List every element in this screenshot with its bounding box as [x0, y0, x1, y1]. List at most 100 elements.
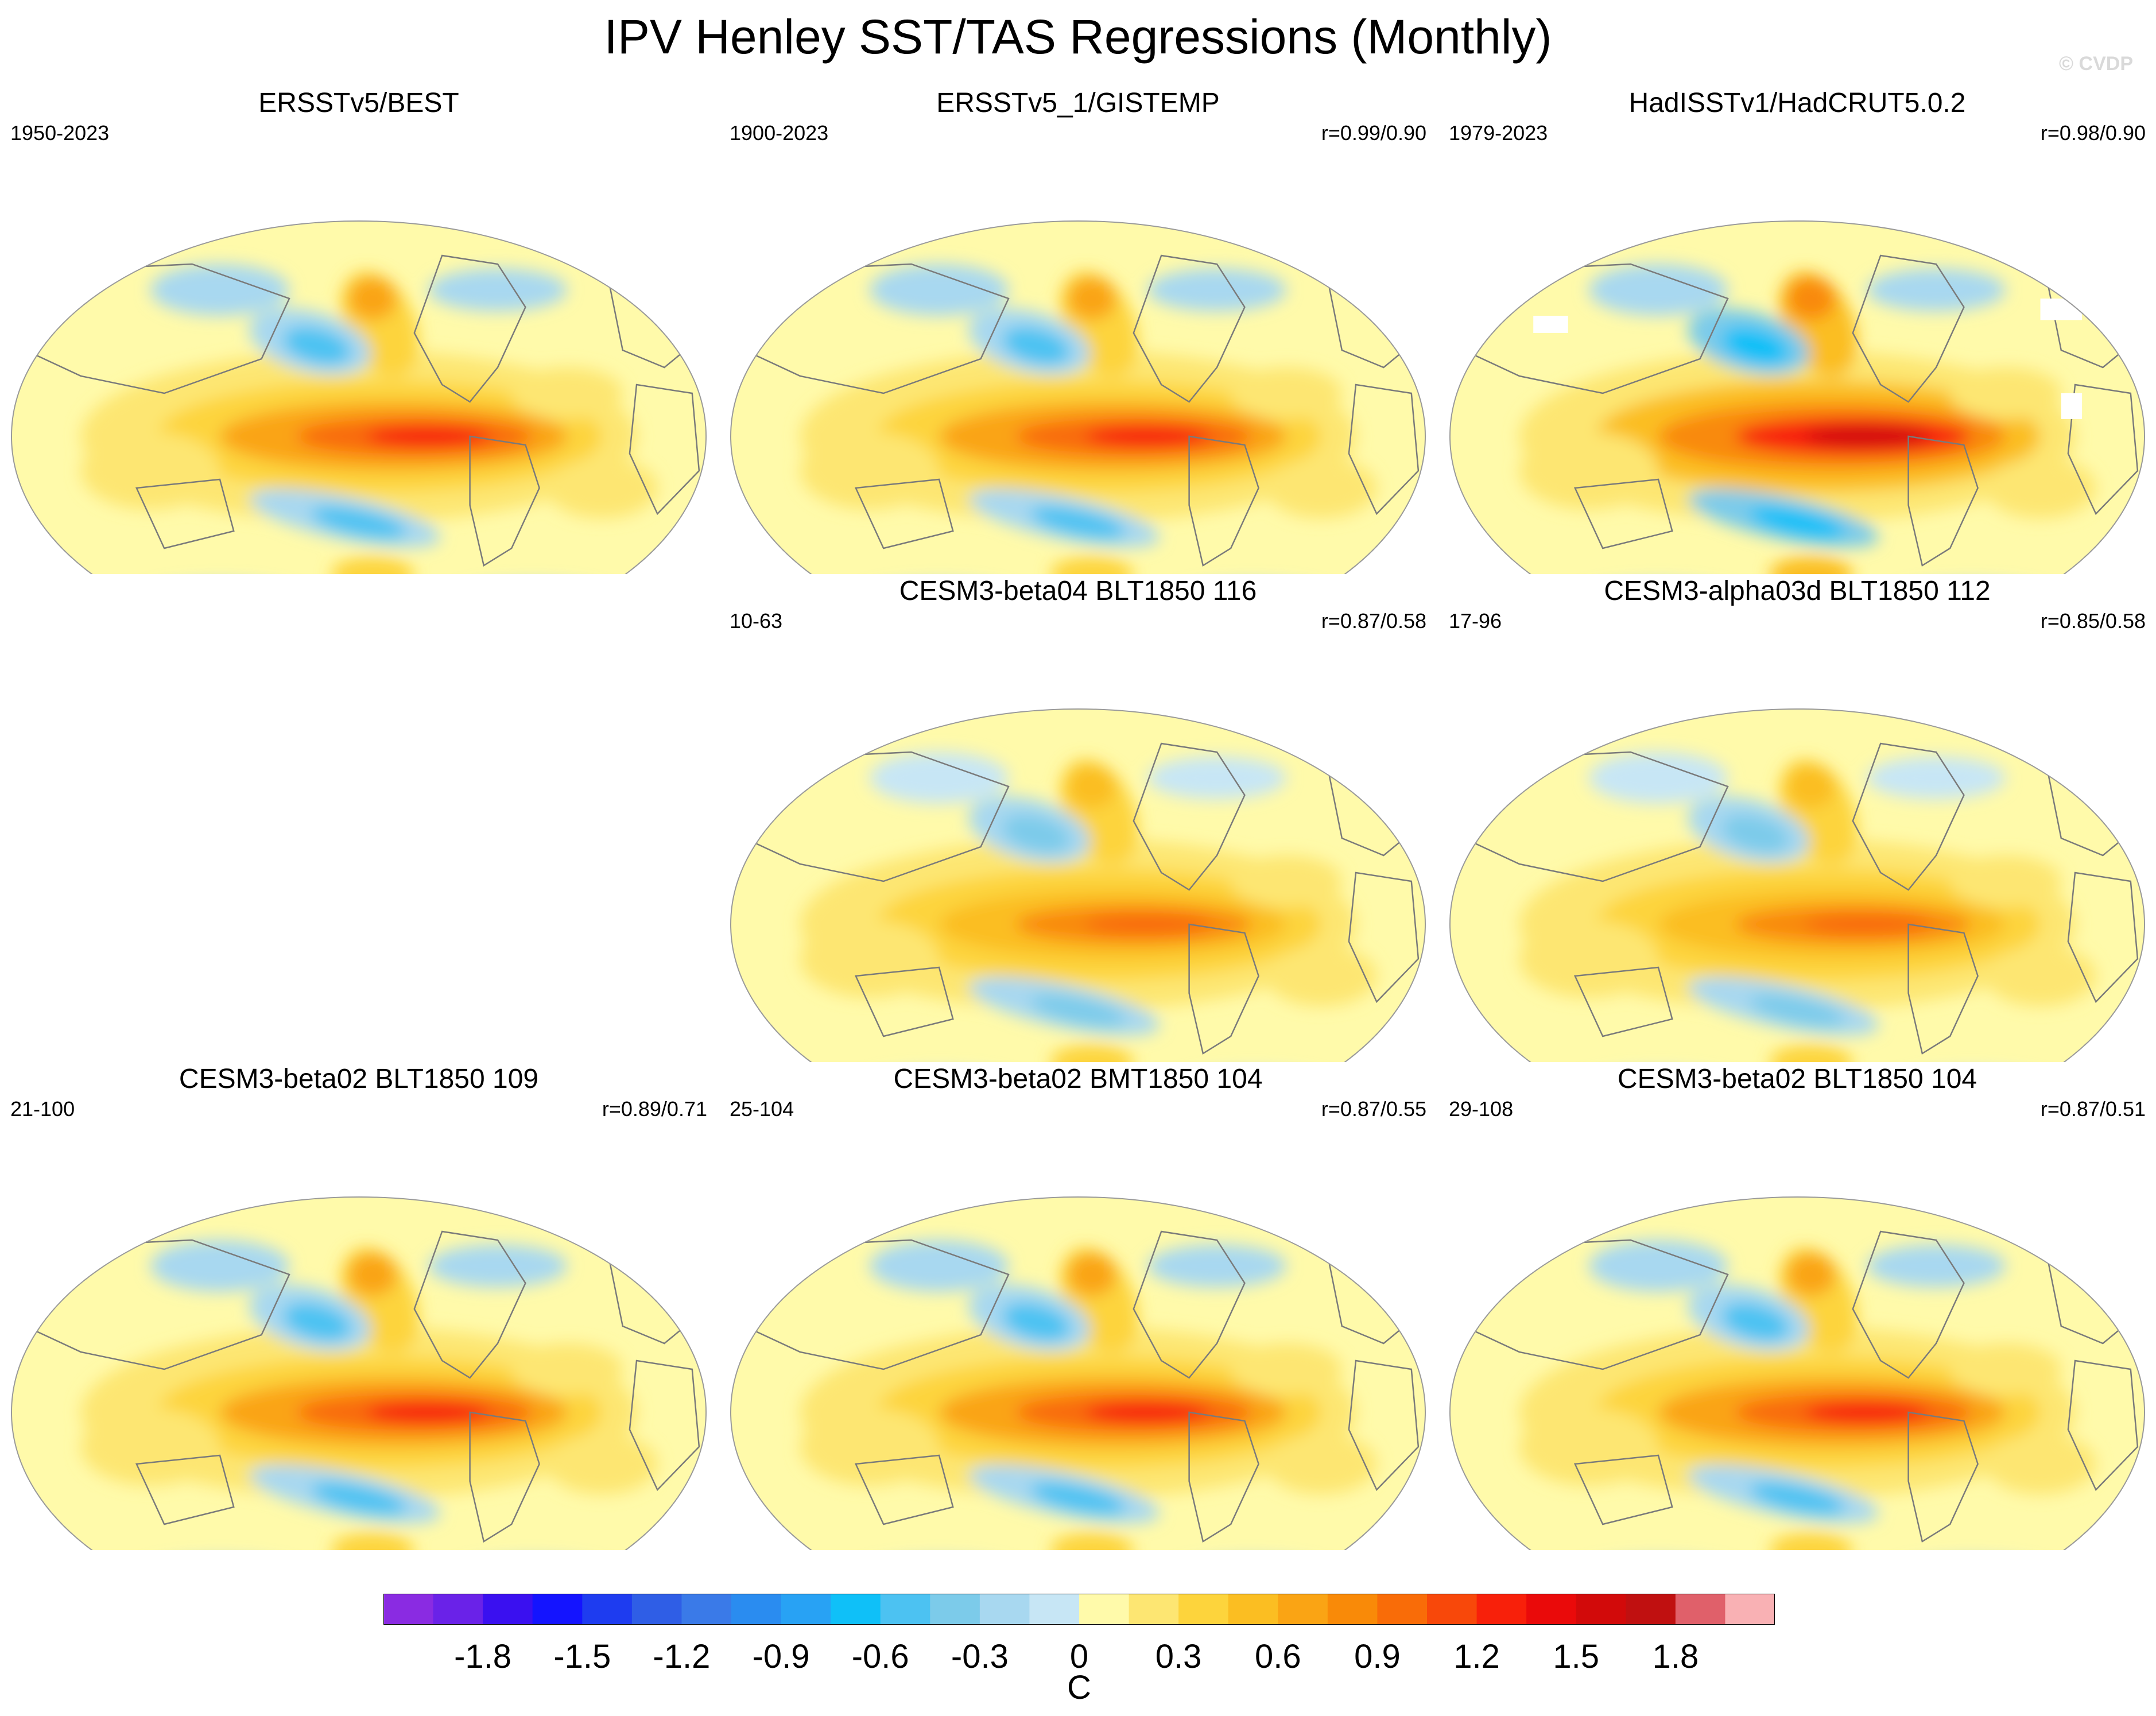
colorbar-swatch	[1526, 1594, 1577, 1625]
coastline	[1133, 1230, 1246, 1379]
cold-anomaly	[1002, 1303, 1071, 1341]
warm-anomaly	[1050, 557, 1134, 574]
warm-anomaly	[1050, 1045, 1134, 1062]
colorbar-swatch	[880, 1594, 930, 1625]
coastline	[135, 1454, 235, 1525]
coastline	[469, 435, 540, 567]
panel-period: 29-108	[1449, 1097, 1514, 1121]
cold-anomaly	[1030, 994, 1126, 1027]
cold-anomaly	[428, 1244, 567, 1288]
warm-anomaly	[1786, 277, 1836, 320]
coastline	[2067, 384, 2139, 516]
panel-title: HadISSTv1/HadCRUT5.0.2	[1628, 88, 1966, 118]
colorbar-swatch	[1626, 1594, 1676, 1625]
panel-period: 25-104	[730, 1097, 794, 1121]
warm-anomaly	[546, 1434, 658, 1494]
missing-data-gap	[2061, 393, 2083, 419]
coastline	[1852, 254, 1965, 403]
warm-anomaly	[331, 557, 414, 574]
cold-anomaly	[1589, 752, 1728, 804]
map-panel: CESM3-beta02 BLT1850 104 29-108 r=0.87/0.5…	[1438, 1062, 2156, 1550]
warm-anomaly	[1265, 1434, 1377, 1494]
coastline	[1348, 384, 1420, 516]
cold-anomaly	[150, 1240, 289, 1292]
map-panel: CESM3-beta02 BMT1850 104 25-104 r=0.87/0.5…	[719, 1062, 1437, 1550]
colorbar-swatch	[433, 1594, 483, 1625]
cold-anomaly	[1867, 268, 2006, 312]
colorbar-tick-label: 0.6	[1254, 1638, 1301, 1675]
cold-anomaly	[870, 1240, 1009, 1292]
colorbar-swatch	[532, 1594, 583, 1625]
warm-anomaly	[1804, 1401, 1929, 1423]
cold-anomaly	[311, 506, 406, 539]
coastline	[1907, 923, 1979, 1055]
regression-map	[1449, 1196, 2145, 1550]
colorbar-swatch	[681, 1594, 732, 1625]
figure-title: IPV Henley SST/TAS Regressions (Monthly)	[604, 10, 1552, 64]
cold-anomaly	[1030, 1482, 1126, 1515]
warm-anomaly	[1984, 458, 2096, 518]
colorbar-tick-label: 0.3	[1155, 1638, 1202, 1675]
coastline	[1852, 1230, 1965, 1379]
regression-map	[1449, 708, 2145, 1062]
coastline	[1573, 478, 1673, 549]
map-panel: CESM3-alpha03d BLT1850 112 17-96 r=0.85/0.…	[1438, 574, 2156, 1062]
cold-anomaly	[1589, 264, 1728, 316]
warm-anomaly	[1804, 913, 1929, 935]
cold-anomaly	[1147, 1244, 1286, 1288]
panel-period: 1979-2023	[1449, 121, 1548, 145]
panel-correlation: r=0.98/0.90	[2040, 121, 2146, 145]
cold-anomaly	[1867, 756, 2006, 800]
warm-anomaly	[1984, 1434, 2096, 1494]
coastline	[1133, 742, 1246, 891]
map-panel: ERSSTv5_1/GISTEMP 1900-2023 r=0.99/0.90	[719, 86, 1437, 574]
warm-anomaly	[800, 432, 939, 510]
cold-anomaly	[1002, 815, 1071, 853]
panel-period: 10-63	[730, 609, 783, 633]
warm-anomaly	[366, 425, 491, 447]
colorbar-swatch	[1327, 1594, 1378, 1625]
warm-anomaly	[81, 1408, 220, 1486]
watermark: © CVDP	[2059, 53, 2133, 75]
warm-anomaly	[1984, 946, 2096, 1006]
coastline	[469, 1411, 540, 1543]
colorbar-frame	[383, 1594, 1775, 1625]
cold-anomaly	[428, 268, 567, 312]
colorbar-swatch	[781, 1594, 831, 1625]
colorbar-swatch	[1576, 1594, 1626, 1625]
coastline	[1907, 435, 1979, 567]
coastline	[629, 384, 700, 516]
coastline	[1348, 1359, 1420, 1492]
map-outline	[1449, 708, 2145, 1062]
warm-anomaly	[1265, 458, 1377, 518]
warm-anomaly	[1950, 367, 2061, 419]
warm-anomaly	[81, 432, 220, 510]
warm-anomaly	[1067, 277, 1116, 320]
panel-correlation: r=0.87/0.55	[1321, 1097, 1426, 1121]
colorbar-swatch	[930, 1594, 980, 1625]
colorbar-tick-label: -1.2	[653, 1638, 711, 1675]
cold-anomaly	[311, 1482, 406, 1515]
colorbar-swatch	[1228, 1594, 1278, 1625]
colorbar-swatch	[1129, 1594, 1179, 1625]
colorbar-tick-label: 1.8	[1652, 1638, 1699, 1675]
cold-anomaly	[1147, 268, 1286, 312]
cold-anomaly	[1750, 1482, 1845, 1515]
colorbar-tick-label: 0	[1069, 1638, 1089, 1675]
map-outline	[11, 220, 707, 574]
warm-anomaly	[1804, 425, 1929, 447]
colorbar-swatch	[582, 1594, 633, 1625]
warm-anomaly	[1231, 1343, 1342, 1395]
map-outline	[1449, 220, 2145, 574]
panel-title: CESM3-beta02 BMT1850 104	[893, 1064, 1263, 1094]
colorbar-swatch	[383, 1594, 434, 1625]
colorbar-tick-label: -0.6	[851, 1638, 909, 1675]
warm-anomaly	[1786, 1253, 1836, 1296]
regression-map	[730, 1196, 1426, 1550]
colorbar-swatch	[1476, 1594, 1527, 1625]
coastline	[2067, 871, 2139, 1004]
cold-anomaly	[1589, 1240, 1728, 1292]
warm-anomaly	[1769, 1533, 1853, 1550]
cold-anomaly	[1147, 756, 1286, 800]
colorbar-units-label: C	[1067, 1669, 1091, 1706]
